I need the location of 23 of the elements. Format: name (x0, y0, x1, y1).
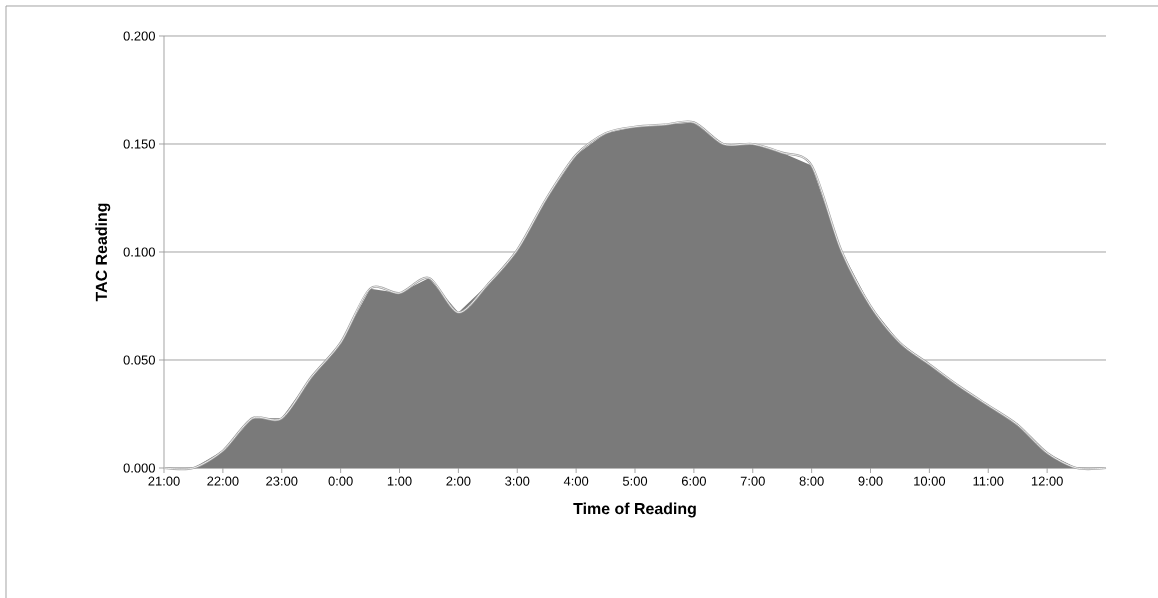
y-tick-label: 0.000 (123, 463, 155, 473)
x-axis-title: Time of Reading (573, 502, 696, 518)
x-tick-label: 21:00 (148, 476, 180, 486)
x-tick-label: 9:00 (858, 476, 883, 486)
x-tick-label: 5:00 (622, 476, 648, 486)
x-tick-label: 4:00 (563, 476, 589, 486)
x-tick-label: 0:00 (328, 476, 353, 486)
x-tick-label: 1:00 (387, 476, 412, 486)
x-tick-label: 10:00 (914, 476, 946, 486)
y-tick-label: 0.050 (123, 355, 155, 365)
x-tick-label: 7:00 (740, 476, 765, 486)
y-tick-label: 0.100 (123, 247, 155, 257)
y-tick-label: 0.200 (123, 31, 155, 41)
x-tick-label: 12:00 (1031, 476, 1063, 486)
x-tick-label: 22:00 (207, 476, 239, 486)
x-tick-label: 6:00 (681, 476, 706, 486)
x-tick-label: 11:00 (973, 476, 1004, 486)
x-tick-label: 2:00 (446, 476, 471, 486)
y-axis-title: TAC Reading (95, 203, 111, 302)
x-tick-label: 8:00 (799, 476, 824, 486)
x-tick-label: 3:00 (505, 476, 530, 486)
x-tick-label: 23:00 (266, 476, 298, 486)
y-tick-label: 0.150 (123, 139, 155, 149)
